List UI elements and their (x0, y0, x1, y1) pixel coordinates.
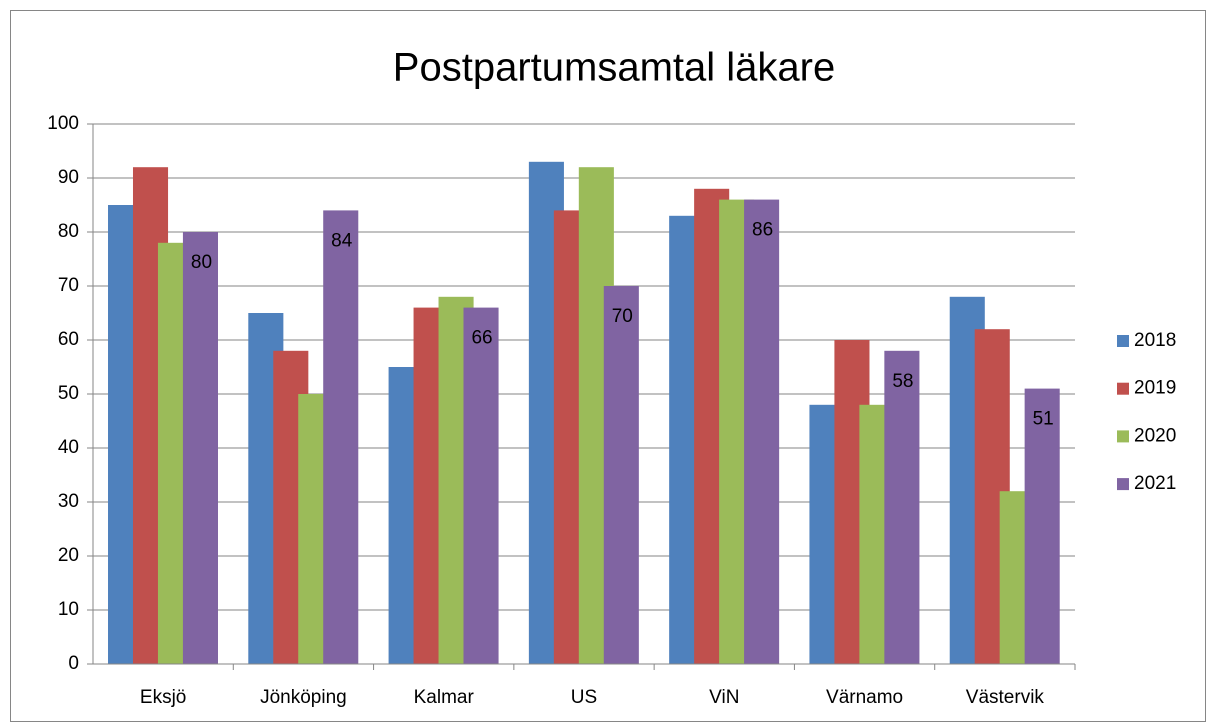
legend-label: 2021 (1134, 473, 1176, 494)
data-label: 86 (752, 220, 773, 241)
data-label: 70 (612, 306, 633, 327)
y-tick-label: 90 (58, 167, 79, 188)
y-tick-label: 60 (58, 329, 79, 350)
y-tick-label: 10 (58, 599, 79, 620)
data-label: 66 (471, 328, 492, 349)
bar (884, 350, 920, 664)
x-tick-label: US (571, 687, 597, 708)
legend-swatch (1117, 430, 1129, 443)
x-tick-label: Värnamo (826, 687, 903, 708)
y-tick-label: 40 (58, 437, 79, 458)
data-label: 58 (892, 371, 913, 392)
bar (603, 286, 639, 664)
x-tick-label: Jönköping (260, 687, 347, 708)
legend-swatch (1117, 478, 1129, 491)
bar (182, 232, 218, 664)
y-tick-label: 30 (58, 491, 79, 512)
legend-label: 2019 (1134, 378, 1176, 399)
chart-title: Postpartumsamtal läkare (393, 46, 835, 90)
x-tick-label: Kalmar (414, 687, 475, 708)
data-label: 84 (331, 230, 353, 251)
x-tick-label: Västervik (966, 687, 1045, 708)
legend-swatch (1117, 382, 1129, 395)
bar (1024, 388, 1060, 664)
legend-swatch (1117, 335, 1129, 347)
y-tick-label: 50 (58, 383, 79, 404)
x-tick-label: Eksjö (140, 687, 186, 708)
legend-label: 2018 (1134, 330, 1176, 351)
y-tick-label: 0 (68, 653, 79, 674)
data-label: 80 (191, 252, 212, 273)
legend-label: 2020 (1134, 425, 1176, 446)
bar (744, 199, 780, 664)
bar (323, 210, 359, 664)
data-label: 51 (1033, 409, 1054, 430)
y-tick-label: 100 (47, 113, 79, 134)
bar (463, 307, 499, 664)
x-tick-label: ViN (709, 687, 739, 708)
y-tick-label: 70 (58, 275, 79, 296)
y-tick-label: 20 (58, 545, 79, 566)
y-tick-label: 80 (58, 221, 79, 242)
